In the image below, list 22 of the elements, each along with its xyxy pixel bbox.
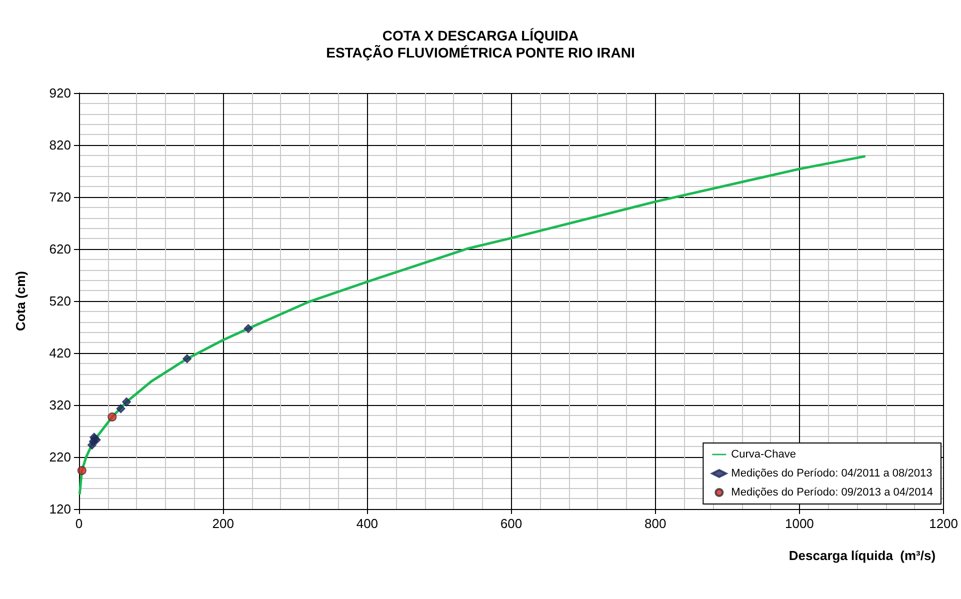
legend-label: Curva-Chave: [731, 448, 796, 460]
x-axis-title: Descarga líquida (m³/s): [788, 548, 936, 563]
chart-title: COTA X DESCARGA LÍQUIDA ESTAÇÃO FLUVIOMÉTRICA PONTE RIO IRANI: [326, 28, 635, 60]
legend-label: Medições do Período: 09/2013 a 04/2014: [731, 486, 934, 498]
legend-label: Medições do Período: 04/2011 a 08/2013: [731, 468, 932, 480]
x-tick-label: 1200: [929, 516, 958, 531]
y-tick-label: 720: [49, 190, 71, 204]
x-tick-label: 600: [500, 516, 522, 531]
x-tick-label: 400: [356, 516, 378, 531]
y-tick-label: 920: [49, 86, 71, 100]
y-tick-label: 820: [49, 138, 71, 152]
y-tick-label: 520: [49, 294, 71, 308]
y-tick-label: 320: [49, 398, 71, 412]
y-tick-label: 220: [49, 450, 71, 464]
x-tick-label: 0: [75, 516, 83, 531]
x-tick-label: 800: [644, 516, 666, 531]
y-tick-label: 120: [49, 502, 71, 516]
y-axis-title: Cota (cm): [13, 271, 28, 331]
y-tick-label: 420: [49, 346, 71, 360]
x-tick-label: 200: [212, 516, 234, 531]
y-tick-label: 620: [49, 242, 71, 256]
x-tick-label: 1000: [784, 516, 814, 531]
